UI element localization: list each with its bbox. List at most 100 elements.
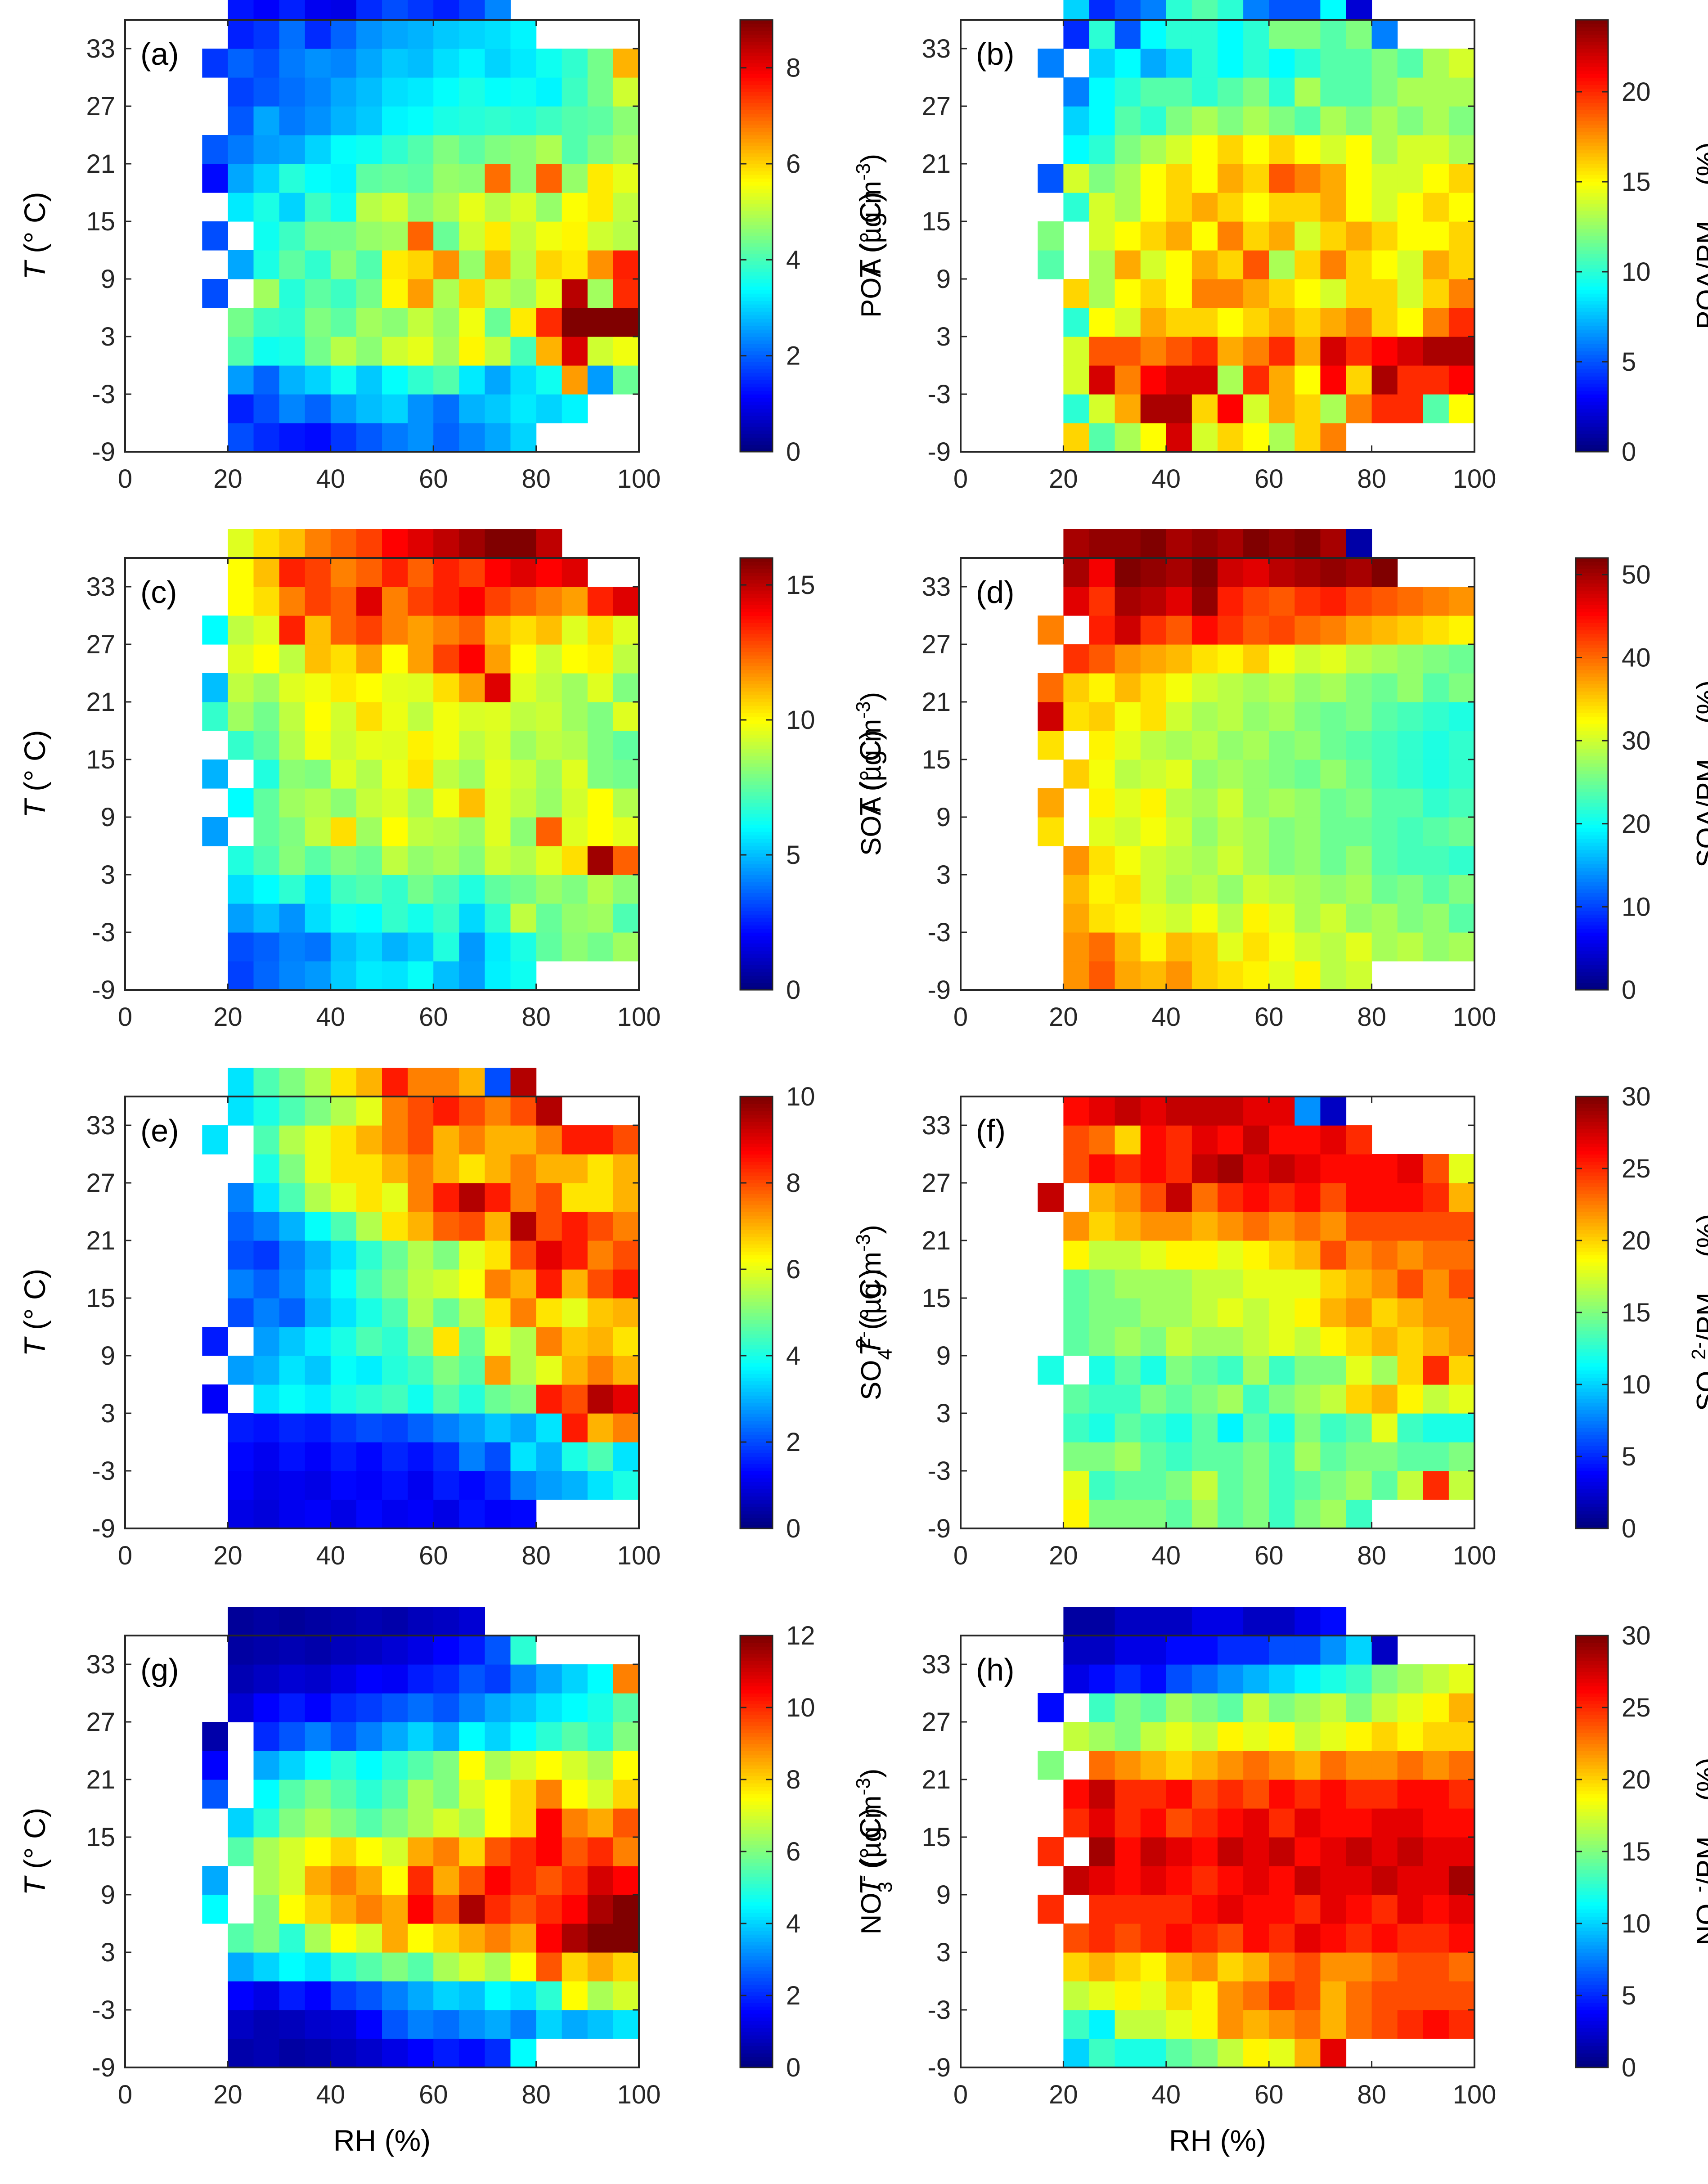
colorbar-segment (1576, 362, 1608, 366)
heatmap-cell (1346, 1269, 1372, 1299)
colorbar-segment (740, 1363, 773, 1367)
heatmap-cell (1140, 1384, 1167, 1414)
heatmap-cell (253, 193, 280, 222)
heatmap-cell (536, 587, 562, 616)
heatmap-cell (408, 1895, 434, 1924)
heatmap-cell (1063, 1664, 1090, 1694)
y-tick-label: 9 (101, 1880, 115, 1910)
y-tick-label: 15 (921, 745, 951, 774)
heatmap-cell (356, 1780, 382, 1809)
colorbar-segment (1576, 1949, 1608, 1953)
colorbar-segment (740, 821, 773, 825)
colorbar-segment (1576, 1165, 1608, 1169)
heatmap-cell (305, 308, 331, 337)
heatmap-cell (279, 164, 306, 193)
heatmap-cell (382, 1895, 408, 1924)
heatmap-cell (253, 77, 280, 107)
heatmap-cell (1191, 1298, 1218, 1327)
heatmap-cell (485, 846, 511, 875)
heatmap-cell (253, 1981, 280, 2010)
colorbar-segment (1576, 265, 1608, 269)
heatmap-cell (1423, 1664, 1449, 1694)
heatmap-cell (1166, 1356, 1192, 1385)
heatmap-cell (1218, 308, 1244, 337)
colorbar-segment (740, 117, 773, 121)
heatmap-cell (510, 1327, 537, 1356)
heatmap-cell (408, 817, 434, 846)
heatmap-cell (305, 164, 331, 193)
colorbar-segment (1576, 1316, 1608, 1320)
colorbar-segment (740, 1507, 773, 1511)
colorbar-segment (1576, 131, 1608, 135)
heatmap-cell (1115, 875, 1141, 904)
heatmap-cell (1423, 587, 1449, 616)
heatmap-cell (1423, 337, 1449, 366)
heatmap-cell (1294, 1751, 1321, 1780)
colorbar-segment (1576, 860, 1608, 864)
heatmap-cell (587, 1837, 614, 1866)
heatmap-cell (433, 702, 459, 731)
heatmap-cell (562, 1298, 588, 1327)
heatmap-cell (382, 77, 408, 107)
heatmap-cell (536, 365, 562, 395)
heatmap-cell (1063, 365, 1090, 395)
heatmap-cell (1346, 1327, 1372, 1356)
heatmap-cell (1346, 558, 1372, 587)
colorbar-segment (1576, 103, 1608, 107)
heatmap-cell (1397, 1269, 1424, 1299)
x-tick-label: 40 (316, 2080, 346, 2109)
colorbar-segment (1576, 1474, 1608, 1478)
colorbar-segment (740, 1945, 773, 1949)
heatmap-cell (1269, 1183, 1295, 1212)
heatmap-cell (1218, 961, 1244, 990)
colorbar-tick-label: 0 (786, 437, 800, 467)
colorbar-segment (1576, 1381, 1608, 1385)
colorbar-segment (1576, 684, 1608, 688)
colorbar-segment (1576, 1114, 1608, 1119)
heatmap-cell (1320, 1442, 1347, 1471)
colorbar-segment (1576, 1887, 1608, 1892)
heatmap-cell (228, 2010, 254, 2039)
colorbar-segment (740, 1388, 773, 1392)
heatmap-cell (279, 875, 306, 904)
heatmap-cell (1140, 365, 1167, 395)
heatmap-cell (1218, 644, 1244, 674)
heatmap-cell (1243, 961, 1269, 990)
colorbar-segment (1576, 441, 1608, 445)
heatmap-cell (459, 788, 485, 818)
heatmap-cell (305, 788, 331, 818)
colorbar-segment (1576, 626, 1608, 630)
heatmap-cell (1448, 365, 1475, 395)
colorbar-segment (740, 1661, 773, 1665)
heatmap-cell (1063, 1125, 1090, 1155)
colorbar-segment (740, 702, 773, 706)
heatmap-cell (1294, 1384, 1321, 1414)
heatmap-cell (305, 1240, 331, 1270)
colorbar-segment (1576, 634, 1608, 638)
colorbar-segment (740, 1776, 773, 1780)
heatmap-cell (356, 308, 382, 337)
heatmap-cell (408, 788, 434, 818)
heatmap-cell (1346, 788, 1372, 818)
heatmap-cell (1191, 1923, 1218, 1953)
heatmap-cell (613, 932, 639, 962)
y-tick-label: -3 (92, 1456, 115, 1486)
heatmap-cell (228, 875, 254, 904)
heatmap-cell (1371, 1327, 1398, 1356)
heatmap-cell (279, 1895, 306, 1924)
heatmap-cell (1140, 279, 1167, 308)
colorbar-segment (740, 695, 773, 699)
heatmap-cell (228, 394, 254, 423)
heatmap-cell (1115, 1808, 1141, 1838)
heatmap-cell (305, 279, 331, 308)
heatmap-cell (1269, 1269, 1295, 1299)
colorbar-segment (1576, 383, 1608, 387)
heatmap-cell (1423, 193, 1449, 222)
colorbar-segment (1576, 1841, 1608, 1845)
heatmap-cell (279, 1607, 306, 1636)
heatmap-cell (356, 106, 382, 135)
heatmap-cell (1191, 1895, 1218, 1924)
heatmap-cell (1243, 1384, 1269, 1414)
heatmap-cell (433, 788, 459, 818)
heatmap-cell (433, 558, 459, 587)
